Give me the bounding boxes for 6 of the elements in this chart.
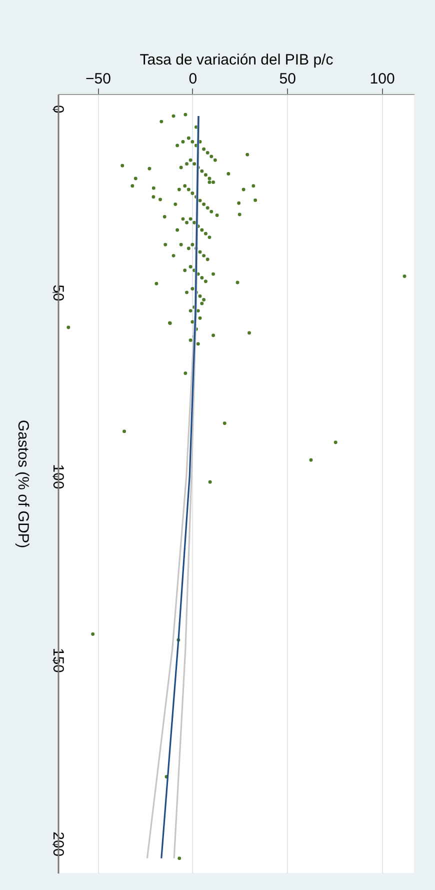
x-tick-label: 50 <box>279 70 296 88</box>
x-tick-label: 0 <box>188 70 198 88</box>
x-tick-label: 100 <box>370 70 395 88</box>
x-axis-title: Tasa de variación del PIB p/c <box>140 52 334 68</box>
y-axis-title: Gastos (% of GDP) <box>14 420 32 548</box>
x-tick-label: −50 <box>86 70 111 88</box>
